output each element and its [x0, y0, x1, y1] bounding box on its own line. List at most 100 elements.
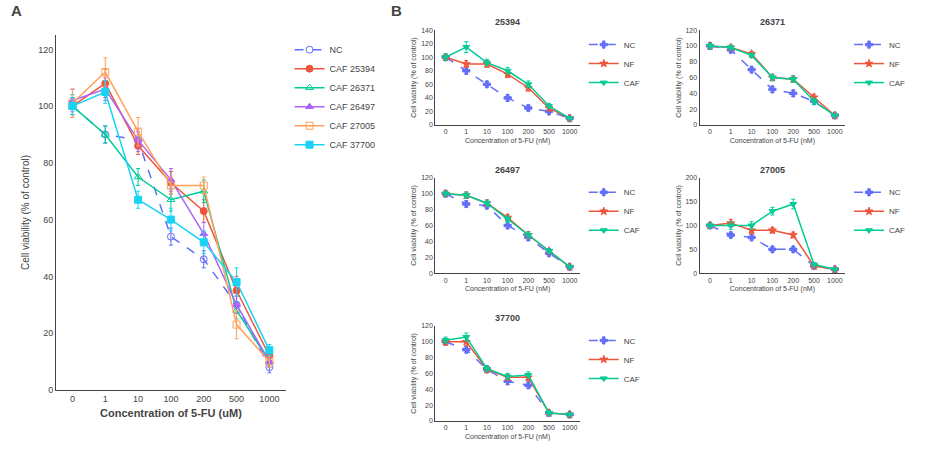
svg-text:100: 100	[767, 128, 779, 135]
svg-text:80: 80	[689, 58, 697, 65]
svg-text:NC: NC	[624, 337, 636, 346]
svg-text:Cell viability (% of control): Cell viability (% of control)	[675, 185, 683, 266]
svg-text:40: 40	[689, 90, 697, 97]
svg-text:1: 1	[464, 277, 468, 284]
svg-text:1: 1	[729, 128, 733, 135]
svg-text:37700: 37700	[495, 313, 520, 323]
svg-text:200: 200	[787, 277, 799, 284]
svg-text:26371: 26371	[760, 17, 785, 27]
svg-text:NF: NF	[624, 207, 635, 216]
svg-text:26497: 26497	[495, 165, 520, 175]
svg-text:10: 10	[133, 394, 143, 404]
svg-text:CAF: CAF	[889, 79, 905, 88]
svg-text:100: 100	[421, 54, 433, 61]
svg-text:Cell viability (% of control): Cell viability (% of control)	[410, 37, 418, 118]
svg-text:CAF 25394: CAF 25394	[330, 64, 376, 74]
svg-text:0: 0	[429, 270, 433, 277]
svg-text:0: 0	[444, 277, 448, 284]
svg-text:80: 80	[425, 354, 433, 361]
svg-text:Concentration of 5-FU (nM): Concentration of 5-FU (nM)	[465, 137, 550, 145]
svg-text:100: 100	[421, 338, 433, 345]
svg-text:200: 200	[522, 277, 534, 284]
svg-text:20: 20	[425, 254, 433, 261]
svg-text:20: 20	[689, 106, 697, 113]
svg-text:0: 0	[693, 270, 697, 277]
svg-text:Concentration of 5-FU (uM): Concentration of 5-FU (uM)	[100, 407, 242, 419]
svg-text:10: 10	[483, 424, 491, 431]
svg-text:CAF 27005: CAF 27005	[330, 121, 376, 131]
svg-text:NC: NC	[889, 41, 901, 50]
svg-text:40: 40	[425, 386, 433, 393]
svg-text:20: 20	[43, 328, 53, 338]
svg-text:NF: NF	[624, 356, 635, 365]
svg-text:0: 0	[444, 424, 448, 431]
svg-text:NC: NC	[624, 188, 636, 197]
svg-text:1000: 1000	[827, 128, 843, 135]
svg-text:200: 200	[787, 128, 799, 135]
svg-text:0: 0	[444, 128, 448, 135]
svg-text:40: 40	[425, 94, 433, 101]
svg-text:0: 0	[429, 417, 433, 424]
svg-text:60: 60	[689, 74, 697, 81]
svg-text:0: 0	[708, 277, 712, 284]
svg-text:100: 100	[685, 42, 697, 49]
svg-text:20: 20	[425, 108, 433, 115]
svg-text:CAF 26497: CAF 26497	[330, 102, 376, 112]
svg-text:27005: 27005	[760, 165, 785, 175]
svg-text:100: 100	[421, 190, 433, 197]
svg-text:Concentration of 5-FU (nM): Concentration of 5-FU (nM)	[465, 433, 550, 441]
svg-text:100: 100	[767, 277, 779, 284]
svg-text:1: 1	[729, 277, 733, 284]
svg-text:80: 80	[43, 158, 53, 168]
svg-text:500: 500	[543, 424, 555, 431]
svg-text:10: 10	[483, 277, 491, 284]
svg-text:200: 200	[685, 174, 697, 181]
svg-text:Concentration of 5-FU (nM): Concentration of 5-FU (nM)	[730, 285, 815, 293]
svg-text:100: 100	[163, 394, 178, 404]
svg-text:NF: NF	[889, 60, 900, 69]
svg-text:NF: NF	[889, 207, 900, 216]
svg-text:NC: NC	[624, 41, 636, 50]
svg-text:NF: NF	[624, 60, 635, 69]
svg-text:Cell viability (% of control): Cell viability (% of control)	[410, 333, 418, 414]
svg-text:1: 1	[464, 424, 468, 431]
svg-text:500: 500	[808, 277, 820, 284]
svg-text:80: 80	[425, 206, 433, 213]
svg-text:150: 150	[685, 198, 697, 205]
svg-text:120: 120	[421, 174, 433, 181]
svg-text:80: 80	[425, 67, 433, 74]
svg-text:100: 100	[502, 277, 514, 284]
svg-text:100: 100	[685, 222, 697, 229]
svg-text:A: A	[11, 2, 22, 19]
svg-text:1000: 1000	[562, 424, 578, 431]
svg-text:1000: 1000	[259, 394, 279, 404]
svg-text:0: 0	[429, 121, 433, 128]
svg-text:140: 140	[421, 27, 433, 34]
svg-text:200: 200	[522, 424, 534, 431]
svg-text:Cell viability (% of control): Cell viability (% of control)	[675, 37, 683, 118]
svg-text:25394: 25394	[495, 17, 520, 27]
svg-text:NC: NC	[330, 45, 343, 55]
svg-text:500: 500	[229, 394, 244, 404]
svg-text:0: 0	[708, 128, 712, 135]
svg-text:NC: NC	[889, 188, 901, 197]
svg-text:60: 60	[425, 370, 433, 377]
svg-text:Concentration of 5-FU (nM): Concentration of 5-FU (nM)	[465, 285, 550, 293]
svg-text:120: 120	[685, 27, 697, 34]
svg-text:120: 120	[421, 40, 433, 47]
svg-text:CAF: CAF	[889, 226, 905, 235]
svg-text:100: 100	[502, 128, 514, 135]
svg-text:0: 0	[70, 394, 75, 404]
svg-text:CAF 26371: CAF 26371	[330, 83, 376, 93]
svg-text:B: B	[391, 2, 402, 19]
svg-text:1: 1	[464, 128, 468, 135]
svg-text:10: 10	[748, 128, 756, 135]
svg-text:20: 20	[425, 402, 433, 409]
svg-text:200: 200	[522, 128, 534, 135]
svg-text:60: 60	[425, 222, 433, 229]
svg-text:0: 0	[48, 385, 53, 395]
svg-text:500: 500	[543, 277, 555, 284]
svg-text:1000: 1000	[827, 277, 843, 284]
svg-text:1000: 1000	[562, 128, 578, 135]
svg-text:Cell viability (% of control): Cell viability (% of control)	[20, 155, 31, 270]
